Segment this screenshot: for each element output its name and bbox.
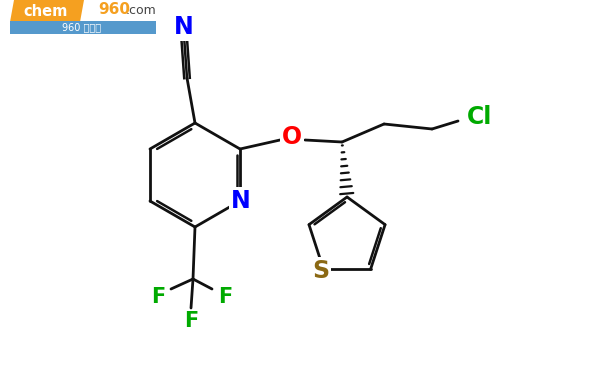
Text: F: F — [151, 287, 165, 307]
Text: Cl: Cl — [467, 105, 492, 129]
Text: N: N — [231, 189, 251, 213]
Text: S: S — [312, 260, 329, 284]
Text: N: N — [174, 15, 194, 39]
Text: F: F — [184, 311, 198, 331]
Text: .com: .com — [126, 3, 157, 16]
Text: chem: chem — [24, 3, 68, 18]
Polygon shape — [10, 0, 84, 22]
Text: 960 化工网: 960 化工网 — [62, 22, 102, 32]
Text: F: F — [218, 287, 232, 307]
Polygon shape — [10, 21, 156, 34]
Text: 960: 960 — [98, 3, 130, 18]
Text: O: O — [282, 125, 302, 149]
